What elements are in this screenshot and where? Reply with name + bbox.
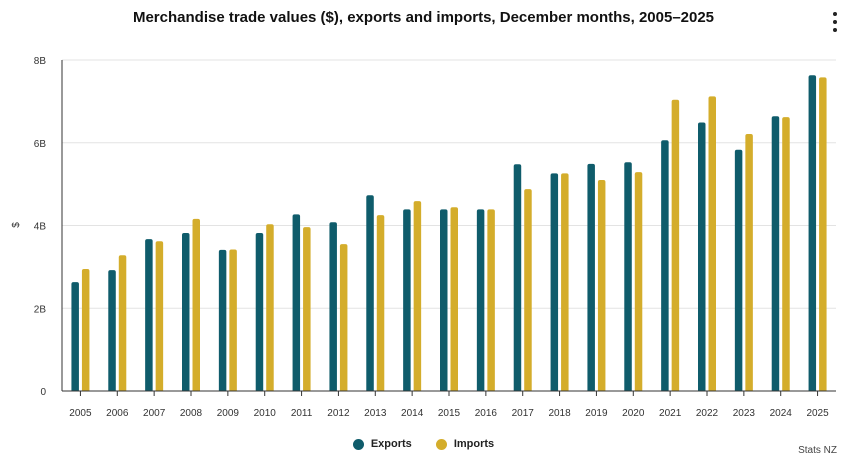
legend: Exports Imports xyxy=(0,438,847,450)
bar-exports-2006[interactable] xyxy=(108,270,116,391)
x-tick-label: 2021 xyxy=(659,408,682,419)
bar-imports-2014[interactable] xyxy=(413,201,422,391)
x-tick-label: 2008 xyxy=(180,408,203,419)
legend-swatch-exports xyxy=(352,438,364,450)
bar-exports-2023[interactable] xyxy=(734,149,743,391)
legend-swatch-imports xyxy=(435,438,447,450)
bar-exports-2024[interactable] xyxy=(771,116,780,392)
x-tick-label: 2007 xyxy=(143,408,166,419)
x-tick-label: 2018 xyxy=(548,408,571,419)
x-tick-label: 2005 xyxy=(69,408,92,419)
bar-imports-2017[interactable] xyxy=(524,189,532,391)
x-tick-label: 2009 xyxy=(217,408,240,419)
bar-imports-2010[interactable] xyxy=(266,224,274,391)
y-tick-label: 6B xyxy=(34,139,47,150)
bar-exports-2018[interactable] xyxy=(550,173,559,391)
y-tick-label: 8B xyxy=(34,56,47,67)
y-tick-label: 4B xyxy=(34,222,47,233)
bar-exports-2016[interactable] xyxy=(476,209,485,391)
bar-imports-2024[interactable] xyxy=(782,117,790,391)
bars xyxy=(71,75,827,392)
bar-imports-2009[interactable] xyxy=(229,249,237,391)
bar-exports-2015[interactable] xyxy=(440,209,448,391)
y-axis-label: $ xyxy=(11,222,22,228)
bar-imports-2015[interactable] xyxy=(450,207,459,391)
menu-dot xyxy=(833,20,837,24)
bar-exports-2022[interactable] xyxy=(698,122,706,391)
source-credit: Stats NZ xyxy=(798,445,837,456)
x-tick-label: 2016 xyxy=(475,408,498,419)
bar-imports-2019[interactable] xyxy=(597,179,606,391)
x-tick-label: 2014 xyxy=(401,408,424,419)
y-axis-ticks: 0 2B 4B 6B 8B xyxy=(34,56,47,398)
bar-exports-2007[interactable] xyxy=(145,239,153,391)
bar-imports-2013[interactable] xyxy=(376,215,385,391)
x-tick-label: 2006 xyxy=(106,408,129,419)
bar-exports-2017[interactable] xyxy=(513,164,522,391)
bar-imports-2023[interactable] xyxy=(745,134,753,391)
bar-exports-2014[interactable] xyxy=(403,209,411,391)
bar-imports-2022[interactable] xyxy=(708,96,717,391)
bar-chart: 0 2B 4B 6B 8B $ 2005 2006 2007 2008 2009 2010 2011… xyxy=(11,56,836,419)
x-tick-label: 2025 xyxy=(806,408,829,419)
x-tick-label: 2015 xyxy=(438,408,461,419)
bar-exports-2021[interactable] xyxy=(661,140,669,391)
x-tick-label: 2019 xyxy=(585,408,608,419)
bar-imports-2007[interactable] xyxy=(155,241,164,391)
x-tick-label: 2012 xyxy=(327,408,350,419)
bar-imports-2012[interactable] xyxy=(339,244,348,391)
grid-lines xyxy=(62,59,836,309)
bar-imports-2020[interactable] xyxy=(634,172,643,391)
menu-dot xyxy=(833,28,837,32)
bar-imports-2016[interactable] xyxy=(487,209,495,391)
bar-exports-2008[interactable] xyxy=(182,232,190,391)
bar-imports-2006[interactable] xyxy=(118,255,127,391)
bar-exports-2012[interactable] xyxy=(329,222,337,391)
y-tick-label: 0 xyxy=(40,387,46,398)
bar-imports-2025[interactable] xyxy=(819,77,827,391)
bar-exports-2009[interactable] xyxy=(218,249,227,391)
bar-imports-2011[interactable] xyxy=(303,227,311,391)
bar-imports-2021[interactable] xyxy=(671,99,680,391)
y-tick-label: 2B xyxy=(34,304,47,315)
x-tick-label: 2024 xyxy=(770,408,793,419)
bar-imports-2008[interactable] xyxy=(192,218,201,391)
bar-exports-2019[interactable] xyxy=(587,163,595,391)
x-tick-label: 2010 xyxy=(254,408,277,419)
chart-title: Merchandise trade values ($), exports an… xyxy=(132,9,715,26)
x-tick-label: 2011 xyxy=(291,408,313,419)
bar-exports-2005[interactable] xyxy=(71,282,79,391)
legend-label-exports: Exports xyxy=(370,438,412,450)
legend-item-imports[interactable]: Imports xyxy=(435,438,495,450)
bar-exports-2011[interactable] xyxy=(292,214,301,391)
x-tick-label: 2017 xyxy=(512,408,535,419)
x-axis-ticks: 2005 2006 2007 2008 2009 2010 2011 2012 2013 2014… xyxy=(69,391,829,419)
x-tick-label: 2013 xyxy=(364,408,387,419)
more-options-button[interactable] xyxy=(829,12,841,32)
legend-label-imports: Imports xyxy=(453,438,495,450)
bar-exports-2013[interactable] xyxy=(366,195,374,391)
x-tick-label: 2022 xyxy=(696,408,719,419)
x-tick-label: 2020 xyxy=(622,408,645,419)
more-vertical-icon xyxy=(833,12,837,16)
bar-exports-2025[interactable] xyxy=(808,75,817,391)
x-tick-label: 2023 xyxy=(733,408,756,419)
bar-imports-2005[interactable] xyxy=(81,268,90,391)
bar-exports-2020[interactable] xyxy=(624,162,632,391)
legend-item-exports[interactable]: Exports xyxy=(352,438,412,450)
bar-imports-2018[interactable] xyxy=(561,173,569,391)
bar-exports-2010[interactable] xyxy=(255,232,264,391)
